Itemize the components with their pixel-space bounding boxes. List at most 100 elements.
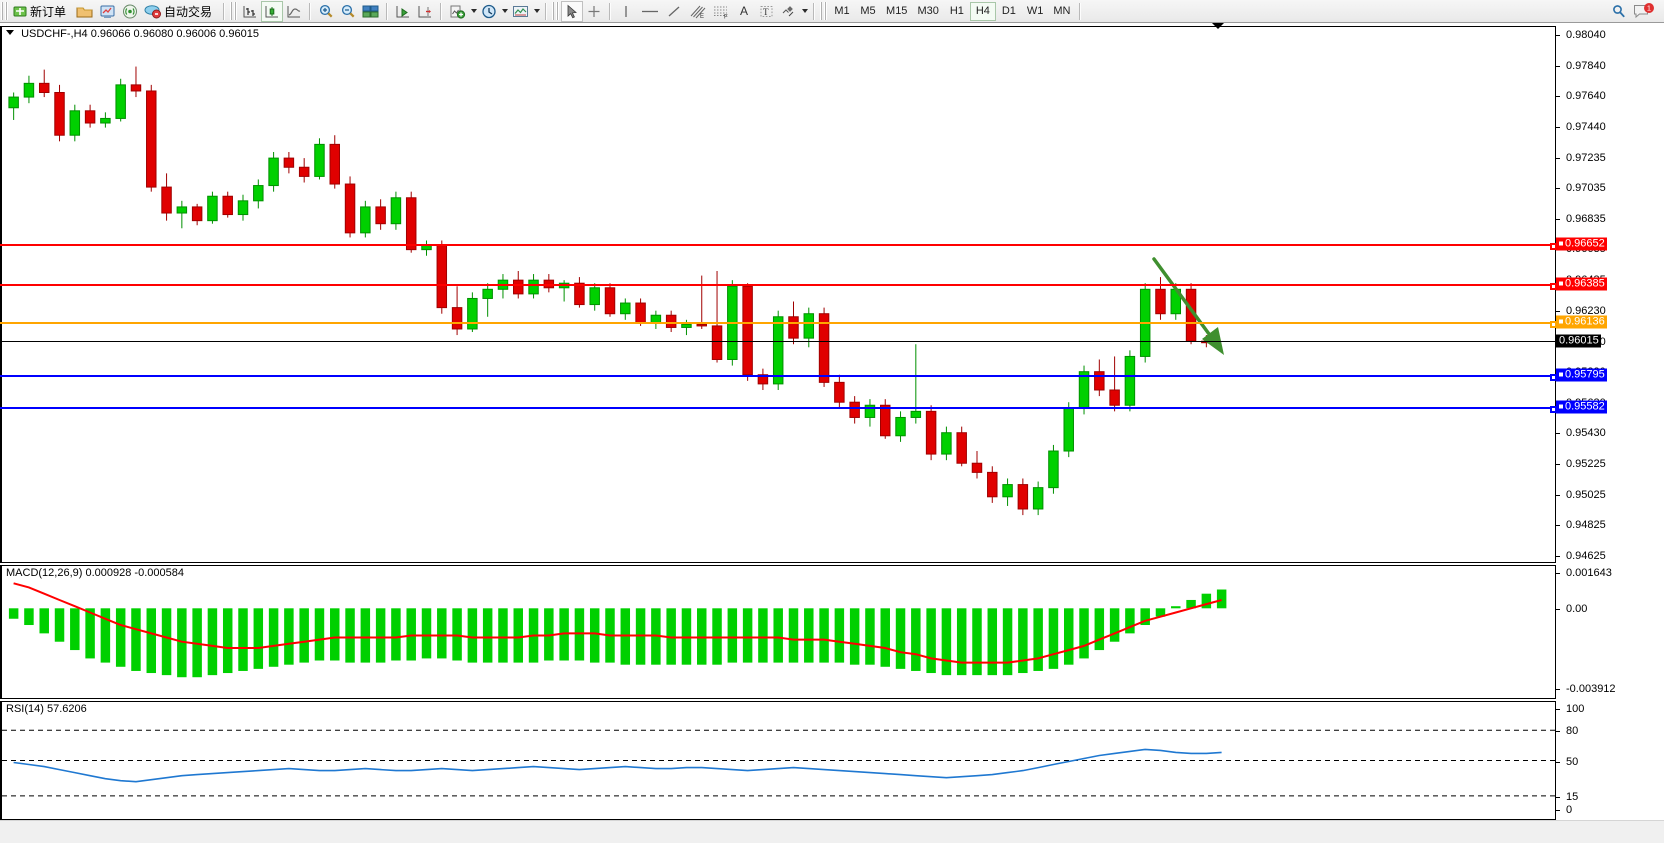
rsi-series <box>2 729 1556 797</box>
price-axis-tick: 0.97640 <box>1556 90 1606 102</box>
level-line-resistance-1[interactable] <box>0 242 1557 250</box>
rsi-axis-tick: 0 <box>1556 804 1572 816</box>
chart-shift-button[interactable] <box>414 1 436 22</box>
search-button[interactable] <box>1608 1 1630 22</box>
toolbar-divider-4 <box>440 2 443 20</box>
level-line-resistance-2[interactable] <box>0 283 1557 291</box>
price-axis-tick: 0.97840 <box>1556 60 1606 72</box>
timeframe-m15[interactable]: M15 <box>886 5 908 17</box>
tile-windows-icon <box>362 5 379 17</box>
svg-text:T: T <box>763 7 769 17</box>
chart-canvas-area[interactable]: USDCHF-,H4 0.96066 0.96080 0.96006 0.960… <box>0 23 1664 843</box>
horizontal-line-button[interactable] <box>637 1 663 22</box>
macd-series <box>8 582 1227 678</box>
rsi-axis[interactable]: 100 80 50 15 0 <box>1556 701 1664 820</box>
fibonacci-button[interactable]: F <box>709 1 733 22</box>
text-button[interactable]: A <box>733 1 755 22</box>
level-line-support-2[interactable] <box>0 405 1557 413</box>
equidistant-channel-button[interactable]: E <box>685 1 709 22</box>
price-axis-tick: 0.98040 <box>1556 29 1606 41</box>
price-axis-tick: 0.94825 <box>1556 519 1606 531</box>
publish-button[interactable] <box>96 1 119 22</box>
timeframe-h4[interactable]: H4 <box>969 1 996 21</box>
drawing-tools-grip[interactable] <box>552 2 560 20</box>
flag-marker <box>1558 240 1564 247</box>
cursor-button[interactable] <box>561 0 584 22</box>
level-line-support-1[interactable] <box>0 373 1557 381</box>
timeframe-h1[interactable]: H1 <box>949 5 964 17</box>
timeframe-d1[interactable]: D1 <box>1001 5 1016 17</box>
timeframes-grip[interactable] <box>820 2 828 20</box>
zoom-in-button[interactable] <box>315 1 337 22</box>
periods-button[interactable] <box>478 1 500 22</box>
rsi-label: RSI(14) 57.6206 <box>6 703 87 715</box>
chat-button[interactable]: 1 <box>1630 1 1658 22</box>
tile-windows-button[interactable] <box>359 1 382 22</box>
price-axis[interactable]: 0.98040 0.97840 0.97640 0.97440 0.97235 0.970… <box>1556 26 1664 563</box>
objects-dropdown[interactable] <box>800 1 809 21</box>
level-price-flag-resistance-2[interactable]: 0.96385 <box>1556 277 1607 291</box>
bar-chart-button[interactable] <box>239 1 261 22</box>
symbol-dropdown-caret[interactable] <box>6 30 14 35</box>
trendline-icon <box>668 6 680 16</box>
level-price-flag-resistance-1[interactable]: 0.96652 <box>1556 237 1607 251</box>
bar-chart-icon <box>243 5 257 17</box>
level-price-flag-support-2[interactable]: 0.95582 <box>1556 400 1607 414</box>
level-line-last-price[interactable] <box>0 340 1556 342</box>
rsi-axis-tick: 100 <box>1556 703 1584 715</box>
objects-list-icon <box>782 5 794 16</box>
periods-dropdown[interactable] <box>500 1 509 21</box>
level-price-text: 0.95582 <box>1565 400 1605 413</box>
toolbar-grip[interactable] <box>1 2 8 20</box>
text-icon: A <box>740 4 749 18</box>
horizontal-line-icon <box>642 10 659 12</box>
chart-type-group-grip[interactable] <box>230 2 238 20</box>
level-price-flag-pivot[interactable]: 0.96136 <box>1556 315 1607 329</box>
folder-button[interactable] <box>73 1 96 22</box>
macd-pane[interactable]: MACD(12,26,9) 0.000928 -0.000584 <box>0 565 1556 699</box>
signal-button[interactable] <box>119 1 141 22</box>
new-order-button[interactable]: 新订单 <box>10 1 73 22</box>
zoom-out-icon <box>341 4 355 17</box>
timeframe-m30[interactable]: M30 <box>917 5 939 17</box>
price-axis-tick: 0.95225 <box>1556 458 1606 470</box>
crosshair-icon <box>588 5 600 17</box>
level-price-flag-support-1[interactable]: 0.95795 <box>1556 368 1607 381</box>
level-price-flag-last-price[interactable]: 0.96015 <box>1556 334 1601 348</box>
line-chart-button[interactable] <box>283 1 305 22</box>
candlestick-chart-button[interactable] <box>261 0 284 22</box>
expert-advisor-button[interactable]: 自动交易 <box>141 1 219 22</box>
price-axis-tick: 0.95430 <box>1556 427 1606 439</box>
status-bar <box>0 820 1664 843</box>
rsi-pane[interactable]: RSI(14) 57.6206 <box>0 701 1556 820</box>
publish-icon <box>100 5 115 18</box>
zoom-out-button[interactable] <box>337 1 359 22</box>
trendline-button[interactable] <box>663 1 685 22</box>
vertical-line-button[interactable] <box>615 1 637 22</box>
crosshair-button[interactable] <box>583 1 605 22</box>
templates-button[interactable] <box>509 1 532 22</box>
search-icon <box>1613 4 1625 17</box>
timeframe-w1[interactable]: W1 <box>1026 5 1044 17</box>
timeframe-m5[interactable]: M5 <box>860 5 876 17</box>
templates-dropdown[interactable] <box>532 1 541 21</box>
level-price-text: 0.96385 <box>1565 277 1605 290</box>
rsi-axis-tick: 50 <box>1556 756 1578 768</box>
vertical-line-icon <box>625 5 627 17</box>
macd-axis-tick: -0.003912 <box>1556 683 1616 695</box>
price-candlestick-series <box>8 66 1224 516</box>
level-line-pivot[interactable] <box>0 321 1557 329</box>
objects-list-button[interactable] <box>777 1 800 22</box>
flag-marker <box>1558 318 1564 325</box>
chart-scroll-marker[interactable] <box>1212 23 1224 29</box>
auto-scroll-button[interactable] <box>392 1 414 22</box>
autotrading-label: 自动交易 <box>164 4 213 19</box>
add-indicator-button[interactable] <box>446 1 469 22</box>
price-pane[interactable]: USDCHF-,H4 0.96066 0.96080 0.96006 0.960… <box>0 26 1556 563</box>
add-indicator-dropdown[interactable] <box>469 1 478 21</box>
macd-axis[interactable]: 0.001643 0.00 -0.003912 <box>1556 565 1664 699</box>
timeframe-m1[interactable]: M1 <box>834 5 850 17</box>
timeframe-mn[interactable]: MN <box>1053 5 1071 17</box>
toolbar-divider-8 <box>1079 2 1082 20</box>
text-label-button[interactable]: T <box>755 1 777 22</box>
